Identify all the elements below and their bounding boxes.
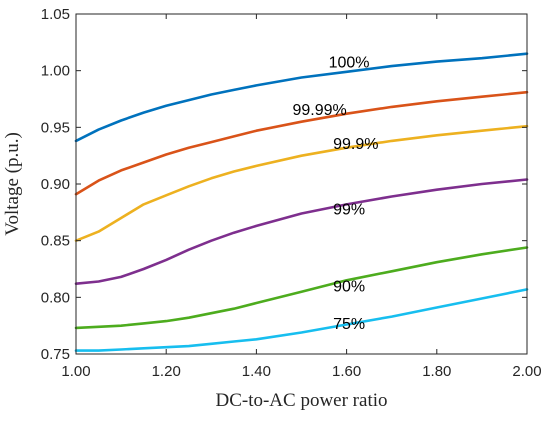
x-tick-label-4: 1.80 [422, 363, 451, 380]
y-tick-label-4: 0.95 [41, 119, 70, 136]
plot-area [76, 14, 527, 354]
y-tick-label-3: 0.90 [41, 176, 70, 193]
x-tick-label-5: 2.00 [512, 363, 541, 380]
series-label-4: 90% [333, 279, 365, 296]
series-label-2: 99.9% [333, 136, 378, 153]
series-label-1: 99.99% [293, 102, 347, 119]
series-line-5 [74, 288, 529, 352]
series-label-3: 99% [333, 202, 365, 219]
series-label-layer: 100% 99.99% 99.9% 99% 90% 75% [293, 54, 379, 333]
series-layer [74, 52, 529, 352]
x-axis-title: DC-to-AC power ratio [215, 390, 387, 411]
x-tick-label-3: 1.60 [332, 363, 361, 380]
series-label-5: 75% [333, 316, 365, 333]
series-line-0 [74, 52, 529, 143]
series-line-3 [74, 178, 529, 286]
y-tick-label-0: 0.75 [41, 346, 70, 363]
series-label-0: 100% [329, 54, 370, 71]
y-tick-label-6: 1.05 [41, 6, 70, 23]
x-tick-label-0: 1.00 [61, 363, 90, 380]
series-line-2 [74, 124, 529, 242]
y-tick-label-1: 0.80 [41, 289, 70, 306]
series-line-4 [74, 246, 529, 330]
y-tick-label-2: 0.85 [41, 233, 70, 250]
series-line-1 [74, 90, 529, 196]
y-tick-label-5: 1.00 [41, 63, 70, 80]
y-axis-title: Voltage (p.u.) [2, 132, 23, 236]
axes: 1.00 1.20 1.40 1.60 1.80 2.00 0.75 0.80 0.85 0.90… [41, 6, 542, 380]
x-tick-label-2: 1.40 [242, 363, 271, 380]
x-tick-label-1: 1.20 [152, 363, 181, 380]
